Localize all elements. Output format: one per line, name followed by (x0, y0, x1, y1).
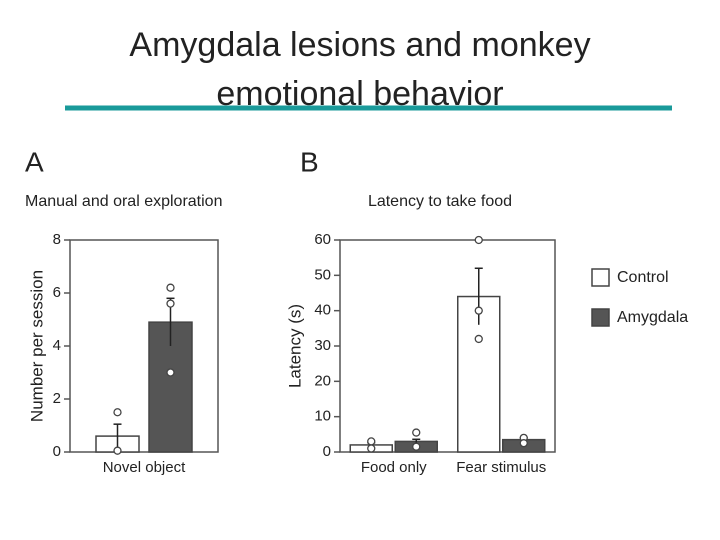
data-point (412, 442, 421, 451)
data-point (166, 283, 175, 292)
y-tick-label: 4 (53, 337, 61, 354)
bar (148, 321, 193, 453)
data-point (474, 306, 483, 315)
y-axis-label: Latency (s) (285, 304, 304, 388)
panel-label: A (25, 146, 44, 177)
y-tick-label: 2 (53, 390, 61, 407)
y-axis-label: Number per session (27, 270, 46, 422)
y-tick-label: 50 (314, 266, 331, 283)
x-tick-label: Novel object (103, 459, 186, 476)
x-tick-label: Fear stimulus (456, 459, 546, 476)
data-point (474, 334, 483, 344)
y-tick-label: 0 (323, 443, 331, 460)
data-point (367, 437, 376, 446)
plot-frame (69, 239, 219, 453)
plot-frame (339, 239, 556, 453)
legend-swatch (591, 268, 610, 287)
data-point (367, 444, 376, 453)
legend-swatch (591, 308, 610, 327)
legend-label: Amygdala (617, 309, 688, 326)
data-point (474, 235, 483, 245)
bar (457, 295, 501, 453)
chart-title: Latency to take food (368, 193, 512, 210)
y-tick-label: 60 (314, 231, 331, 248)
y-tick-label: 10 (314, 408, 331, 425)
legend-label: Control (617, 269, 669, 286)
y-tick-label: 8 (53, 231, 61, 248)
data-point (166, 368, 175, 377)
x-tick-label: Food only (361, 459, 427, 476)
data-point (519, 439, 528, 448)
data-point (166, 299, 175, 308)
y-tick-label: 20 (314, 372, 331, 389)
slide-title: Amygdala lesions and monkey (129, 26, 590, 64)
panel-label: B (300, 146, 319, 177)
y-tick-label: 6 (53, 284, 61, 301)
data-point (113, 408, 122, 417)
chart-title: Manual and oral exploration (25, 193, 222, 210)
y-tick-label: 30 (314, 337, 331, 354)
y-tick-label: 40 (314, 302, 331, 319)
data-point (412, 428, 421, 437)
data-point (113, 446, 122, 455)
y-tick-label: 0 (53, 443, 61, 460)
